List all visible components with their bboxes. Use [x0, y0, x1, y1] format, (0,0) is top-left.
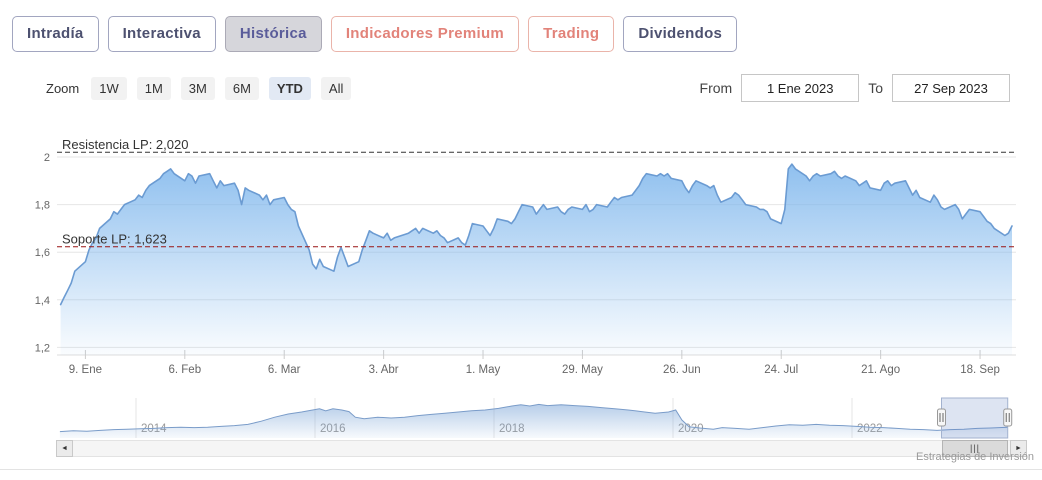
- x-axis-label: 18. Sep: [960, 364, 1000, 376]
- zoom-button-1w[interactable]: 1W: [91, 76, 127, 100]
- price-area-chart[interactable]: 2 1,8 1,6 1,4 1,2 9. Ene 6. Feb 6. Mar 3. Abr 1. …: [0, 130, 1042, 388]
- y-axis-label: 1,8: [35, 200, 50, 212]
- x-axis-label: 9. Ene: [69, 364, 102, 376]
- x-axis-label: 26. Jun: [663, 364, 701, 376]
- tab-dividendos[interactable]: Dividendos: [623, 16, 738, 52]
- chart-toolbar: Zoom 1W 1M 3M 6M YTD All From To: [0, 74, 1042, 102]
- x-axis-label: 29. May: [562, 364, 603, 376]
- soporte-label: Soporte LP: 1,623: [62, 232, 167, 247]
- navigator-left-handle[interactable]: [937, 408, 946, 427]
- tab-interactiva[interactable]: Interactiva: [107, 16, 216, 52]
- x-axis-label: 6. Feb: [169, 364, 202, 376]
- zoom-label: Zoom: [46, 80, 80, 96]
- zoom-button-ytd[interactable]: YTD: [268, 76, 311, 100]
- navigator-right-handle[interactable]: [1003, 408, 1013, 427]
- navigator-chart[interactable]: 20142016201820202022: [0, 396, 1042, 440]
- scrollbar-track[interactable]: [56, 440, 1027, 457]
- price-line: [59, 163, 1013, 306]
- zoom-button-3m[interactable]: 3M: [180, 76, 215, 100]
- tab-trading[interactable]: Trading: [528, 16, 615, 52]
- y-axis-label: 1,4: [35, 295, 50, 307]
- scrollbar-left-arrow-icon[interactable]: ◄: [56, 440, 73, 457]
- x-axis-label: 1. May: [466, 364, 501, 376]
- from-label: From: [699, 80, 733, 96]
- tab-historica[interactable]: Histórica: [224, 16, 322, 52]
- resistencia-label: Resistencia LP: 2,020: [62, 137, 188, 152]
- zoom-range-buttons: 1W 1M 3M 6M YTD All: [91, 76, 361, 100]
- tab-indicadores-premium[interactable]: Indicadores Premium: [330, 16, 520, 52]
- chart-tabs: Intradía Interactiva Histórica Indicadores …: [0, 0, 1042, 52]
- navigator-selected-range[interactable]: [941, 397, 1009, 439]
- y-axis-label: 1,6: [35, 247, 50, 259]
- credit-label: Estrategias de Inversión: [915, 451, 1034, 463]
- navigator-line: [59, 403, 1008, 433]
- to-date-input[interactable]: [892, 74, 1010, 102]
- date-range: From To: [700, 74, 1010, 102]
- zoom-button-6m[interactable]: 6M: [224, 76, 259, 100]
- scrollbar-right-arrow-icon[interactable]: ►: [1010, 440, 1027, 457]
- from-date-input[interactable]: [741, 74, 860, 102]
- tab-intradia[interactable]: Intradía: [12, 16, 99, 52]
- price-area-fill: [60, 164, 1013, 355]
- scrollbar-thumb[interactable]: |||: [942, 440, 1008, 457]
- x-axis-label: 21. Ago: [861, 364, 900, 376]
- to-label: To: [868, 80, 883, 96]
- x-axis-label: 3. Abr: [369, 364, 399, 376]
- zoom-button-1m[interactable]: 1M: [136, 76, 171, 100]
- bottom-divider: [0, 469, 1042, 470]
- y-axis-label: 2: [44, 152, 50, 164]
- navigator-area-fill: [59, 404, 1008, 438]
- x-axis-label: 24. Jul: [764, 364, 798, 376]
- navigator-scrollbar: ◄ ||| ►: [0, 440, 1042, 458]
- x-axis-label: 6. Mar: [268, 364, 301, 376]
- zoom-button-all[interactable]: All: [320, 76, 352, 100]
- y-axis-label: 1,2: [35, 342, 50, 354]
